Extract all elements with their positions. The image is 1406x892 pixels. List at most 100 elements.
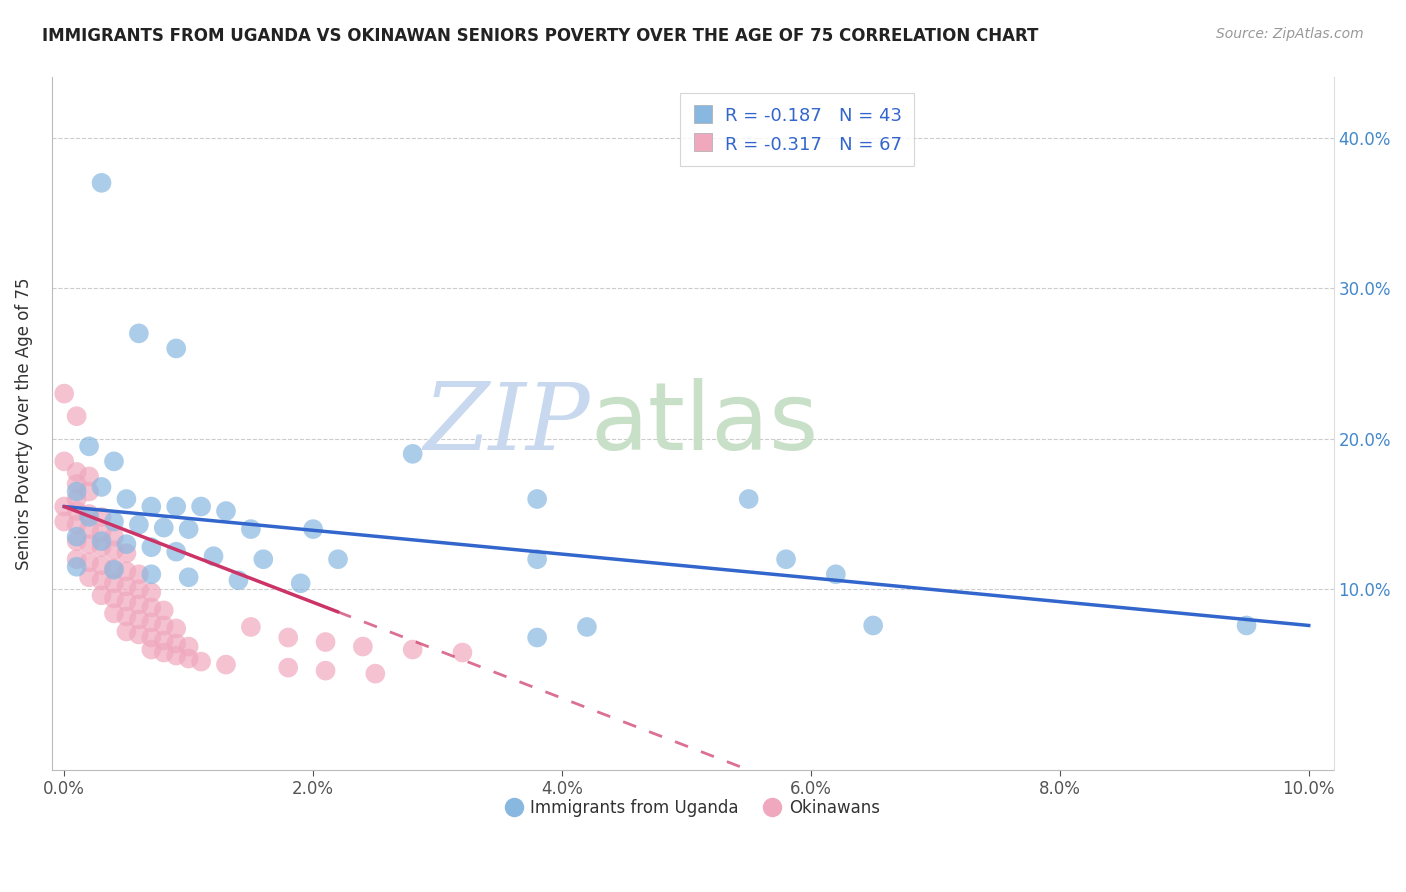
Point xyxy=(66,559,89,574)
Point xyxy=(103,576,125,591)
Point xyxy=(738,491,761,506)
Point xyxy=(115,491,138,506)
Point xyxy=(115,579,138,593)
Point xyxy=(90,588,112,602)
Point xyxy=(103,515,125,529)
Point xyxy=(103,561,125,575)
Point xyxy=(90,525,112,540)
Text: ZIP: ZIP xyxy=(423,379,591,468)
Point xyxy=(177,651,200,665)
Point xyxy=(190,500,212,514)
Point xyxy=(165,636,187,650)
Point xyxy=(526,491,548,506)
Point xyxy=(77,570,100,584)
Point xyxy=(77,555,100,569)
Point xyxy=(103,591,125,606)
Point xyxy=(302,522,325,536)
Point xyxy=(177,640,200,654)
Point xyxy=(66,484,89,499)
Point xyxy=(165,500,187,514)
Point xyxy=(177,570,200,584)
Point xyxy=(77,522,100,536)
Point xyxy=(128,598,150,612)
Point xyxy=(364,666,387,681)
Point xyxy=(315,664,337,678)
Point xyxy=(66,552,89,566)
Point xyxy=(402,642,425,657)
Point xyxy=(90,480,112,494)
Point xyxy=(66,491,89,506)
Point xyxy=(141,642,163,657)
Point xyxy=(115,564,138,578)
Point xyxy=(77,439,100,453)
Point xyxy=(277,660,299,674)
Point xyxy=(66,477,89,491)
Point xyxy=(53,454,76,468)
Point xyxy=(66,530,89,544)
Point xyxy=(315,635,337,649)
Point xyxy=(228,574,250,588)
Point xyxy=(165,648,187,663)
Point xyxy=(165,342,187,356)
Point xyxy=(53,386,76,401)
Point xyxy=(526,552,548,566)
Point xyxy=(202,549,225,564)
Point xyxy=(215,657,238,672)
Point xyxy=(152,633,174,648)
Point xyxy=(141,500,163,514)
Point xyxy=(128,582,150,597)
Point xyxy=(352,640,374,654)
Point xyxy=(115,546,138,560)
Point xyxy=(1236,618,1258,632)
Point xyxy=(128,326,150,341)
Point xyxy=(53,515,76,529)
Point xyxy=(152,603,174,617)
Point xyxy=(152,646,174,660)
Text: atlas: atlas xyxy=(591,377,818,470)
Point xyxy=(141,540,163,554)
Text: Source: ZipAtlas.com: Source: ZipAtlas.com xyxy=(1216,27,1364,41)
Point xyxy=(862,618,884,632)
Point xyxy=(66,504,89,518)
Y-axis label: Seniors Poverty Over the Age of 75: Seniors Poverty Over the Age of 75 xyxy=(15,277,32,570)
Point xyxy=(326,552,349,566)
Point xyxy=(128,567,150,582)
Point xyxy=(77,507,100,521)
Point xyxy=(115,594,138,608)
Point xyxy=(141,585,163,599)
Point xyxy=(290,576,312,591)
Point xyxy=(115,537,138,551)
Point xyxy=(775,552,797,566)
Point xyxy=(141,600,163,615)
Point xyxy=(402,447,425,461)
Point xyxy=(77,484,100,499)
Point xyxy=(66,409,89,424)
Point xyxy=(90,540,112,554)
Point xyxy=(90,574,112,588)
Legend: Immigrants from Uganda, Okinawans: Immigrants from Uganda, Okinawans xyxy=(499,793,887,824)
Point xyxy=(103,607,125,621)
Point xyxy=(128,517,150,532)
Text: IMMIGRANTS FROM UGANDA VS OKINAWAN SENIORS POVERTY OVER THE AGE OF 75 CORRELATIO: IMMIGRANTS FROM UGANDA VS OKINAWAN SENIO… xyxy=(42,27,1039,45)
Point xyxy=(77,537,100,551)
Point xyxy=(141,615,163,630)
Point xyxy=(103,530,125,544)
Point xyxy=(165,544,187,558)
Point xyxy=(239,522,262,536)
Point xyxy=(115,624,138,639)
Point xyxy=(128,627,150,641)
Point xyxy=(575,620,598,634)
Point xyxy=(66,534,89,549)
Point xyxy=(824,567,846,582)
Point xyxy=(77,510,100,524)
Point xyxy=(66,465,89,479)
Point xyxy=(215,504,238,518)
Point xyxy=(526,631,548,645)
Point xyxy=(66,517,89,532)
Point xyxy=(103,454,125,468)
Point xyxy=(177,522,200,536)
Point xyxy=(152,520,174,534)
Point xyxy=(152,618,174,632)
Point xyxy=(103,563,125,577)
Point xyxy=(115,609,138,624)
